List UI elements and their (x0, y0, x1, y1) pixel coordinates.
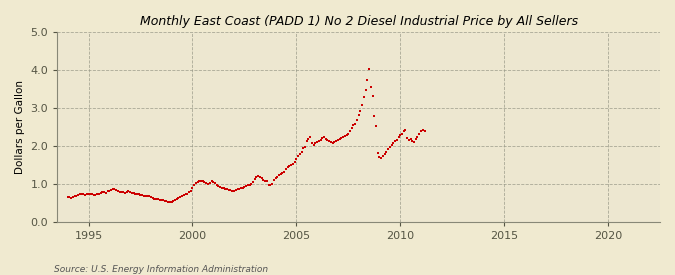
Text: Source: U.S. Energy Information Administration: Source: U.S. Energy Information Administ… (54, 265, 268, 274)
Y-axis label: Dollars per Gallon: Dollars per Gallon (15, 80, 25, 174)
Title: Monthly East Coast (PADD 1) No 2 Diesel Industrial Price by All Sellers: Monthly East Coast (PADD 1) No 2 Diesel … (140, 15, 578, 28)
